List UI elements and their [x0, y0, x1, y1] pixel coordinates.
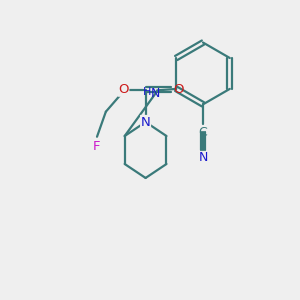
Text: O: O: [173, 83, 184, 96]
Text: C: C: [199, 126, 207, 139]
Text: N: N: [151, 87, 160, 100]
Text: F: F: [93, 140, 101, 153]
Text: O: O: [118, 83, 129, 96]
Text: H: H: [142, 87, 151, 97]
Text: N: N: [198, 152, 208, 164]
Text: N: N: [141, 116, 151, 128]
